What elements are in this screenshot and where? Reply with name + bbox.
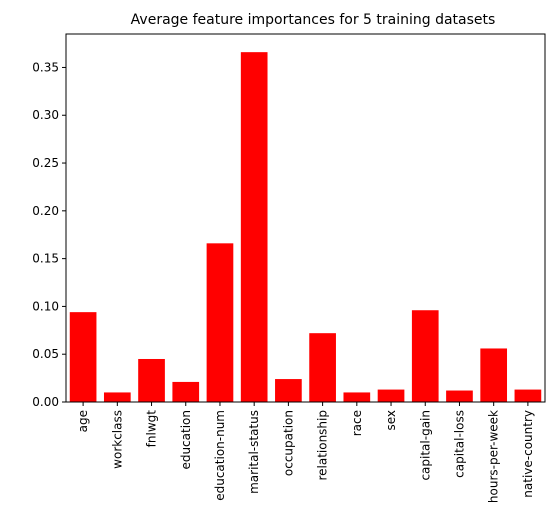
plot-frame [65,33,546,403]
x-tick-label: hours-per-week [487,410,501,503]
x-tick-label: age [76,410,90,432]
bar-education [172,381,200,402]
bar-native-country [514,389,542,402]
bar-sex [377,389,405,402]
bar-age [69,312,97,402]
bar-relationship [309,333,336,402]
y-tick-label: 0.10 [32,299,59,313]
y-tick-label: 0.05 [32,347,59,361]
y-tick-label: 0.00 [32,395,59,409]
x-axis: age workclass fnlwgt education education-num… [76,402,535,503]
y-axis: 0.00 0.05 0.10 0.15 0.20 0.25 0.30 0.35 [32,60,66,409]
x-tick-label: fnlwgt [145,410,159,448]
x-tick-label: education [179,410,193,470]
bar-marital-status [240,52,268,402]
x-tick-label: education-num [213,410,227,501]
x-tick-label: relationship [316,410,330,481]
y-tick-label: 0.35 [32,60,59,74]
bar-workclass [103,392,131,402]
x-tick-label: workclass [110,410,124,469]
x-tick-label: marital-status [247,410,261,494]
bar-capital-gain [411,310,439,402]
y-tick-label: 0.30 [32,108,59,122]
bar-hours-per-week [480,348,508,402]
bar-fnlwgt [138,358,165,402]
chart-title: Average feature importances for 5 traini… [131,12,496,28]
bars-group [69,52,542,402]
y-tick-label: 0.15 [32,252,59,266]
y-tick-label: 0.20 [32,204,59,218]
x-tick-label: race [350,410,364,436]
bar-education-num [206,243,234,402]
x-tick-label: sex [384,410,398,431]
x-tick-label: capital-loss [452,410,466,478]
bar-occupation [275,379,302,402]
y-tick-label: 0.25 [32,156,59,170]
x-tick-label: capital-gain [418,410,432,481]
bar-capital-loss [446,390,473,402]
bar-race [343,392,371,402]
x-tick-label: native-country [521,410,535,498]
x-tick-label: occupation [281,410,295,476]
